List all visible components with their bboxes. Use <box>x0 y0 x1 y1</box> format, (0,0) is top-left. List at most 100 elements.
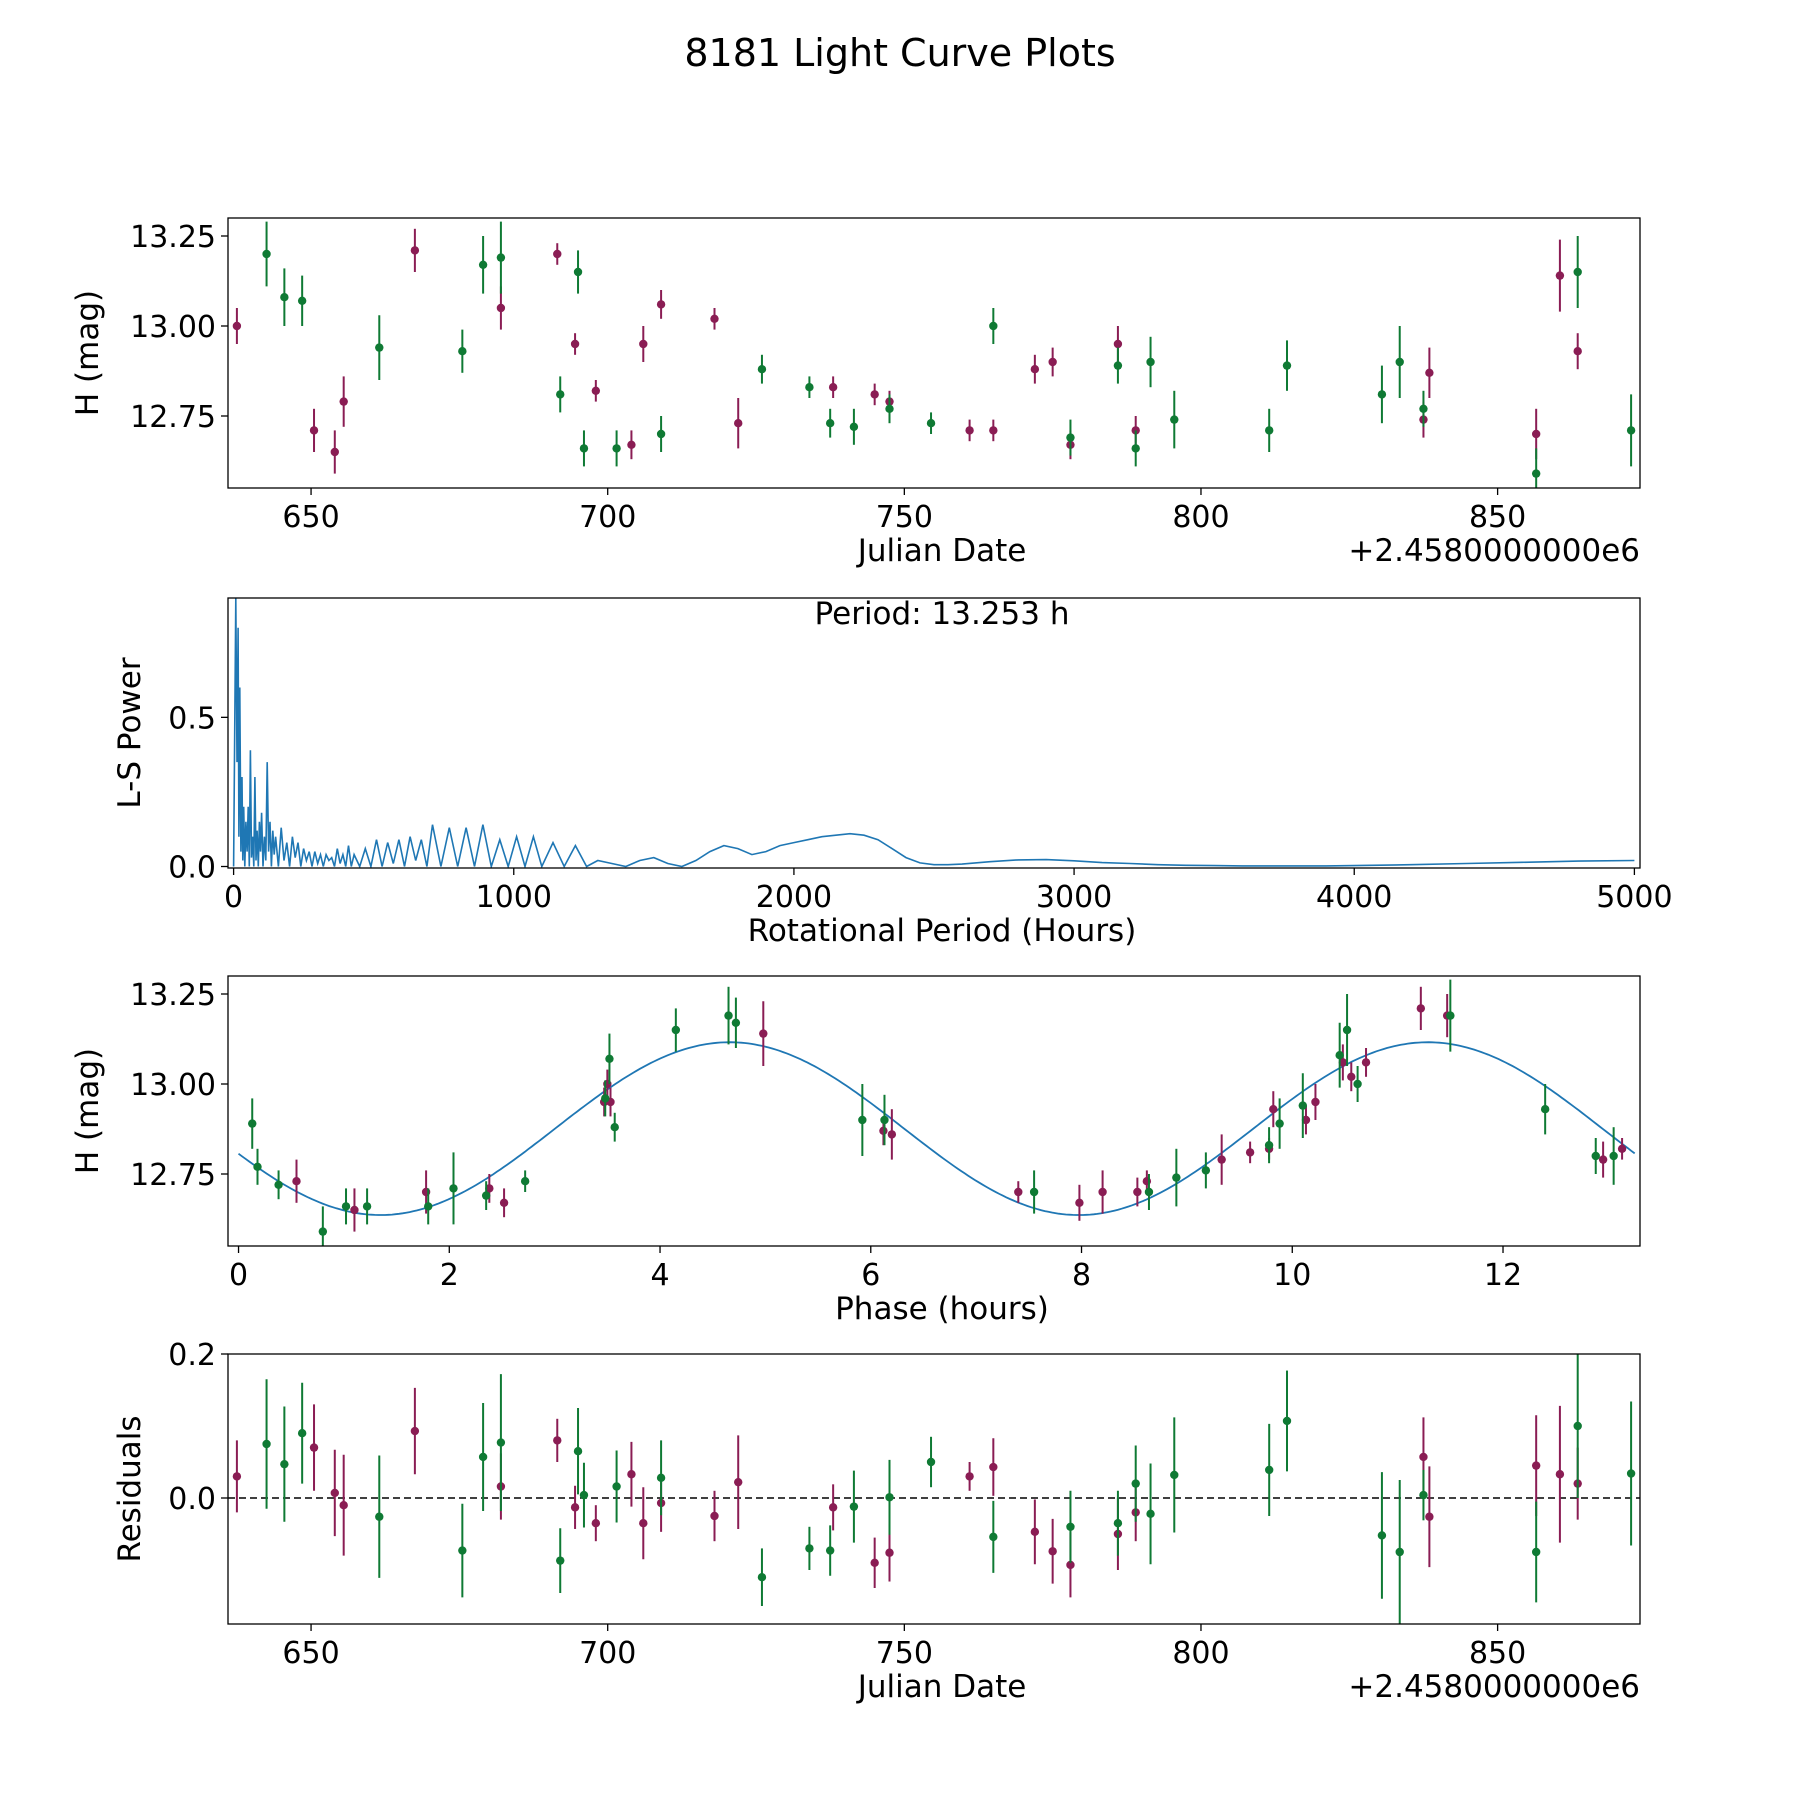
data-point <box>1361 1058 1371 1067</box>
data-point <box>297 296 307 305</box>
data-point <box>280 1459 289 1469</box>
data-point <box>849 1502 859 1511</box>
data-point <box>1338 1058 1348 1067</box>
data-point <box>297 1429 307 1438</box>
x-tick-label: 700 <box>579 500 636 535</box>
data-point <box>1133 1187 1142 1197</box>
data-point <box>612 1482 621 1491</box>
data-point <box>1201 1166 1211 1175</box>
data-point <box>627 440 636 449</box>
x-tick-label: 6 <box>861 1258 880 1293</box>
data-point <box>639 339 648 349</box>
data-point <box>496 253 506 262</box>
data-point <box>989 1532 998 1542</box>
data-point <box>232 1472 242 1481</box>
data-point <box>1531 1461 1541 1470</box>
data-point <box>965 426 974 435</box>
data-point <box>1265 1465 1274 1475</box>
data-point <box>553 249 562 259</box>
data-point <box>1030 365 1040 374</box>
data-point <box>309 426 319 435</box>
x-tick-label: 850 <box>1469 1636 1526 1671</box>
data-point <box>1425 368 1434 377</box>
data-point <box>627 1470 636 1479</box>
residuals-axes-frame <box>227 1353 1641 1625</box>
data-point <box>478 1452 488 1462</box>
data-point <box>339 1501 348 1510</box>
data-point <box>1540 1105 1550 1114</box>
x-tick-label: 10 <box>1273 1258 1311 1293</box>
data-point <box>1555 271 1565 280</box>
data-point <box>570 339 580 349</box>
data-point <box>553 1436 562 1445</box>
data-point <box>1029 1187 1039 1197</box>
data-point <box>880 1115 889 1125</box>
y-tick-label: 0.2 <box>168 1338 216 1373</box>
data-point <box>1377 1531 1387 1540</box>
data-point <box>499 1198 509 1208</box>
data-point <box>965 1472 974 1481</box>
x-offset-label: +2.4580000000e6 <box>1348 533 1640 569</box>
data-point <box>828 383 838 392</box>
data-point <box>757 365 767 374</box>
data-point <box>1264 1141 1274 1150</box>
data-point <box>253 1162 262 1172</box>
data-point <box>610 1123 619 1132</box>
x-tick-label: 5000 <box>1596 880 1672 915</box>
x-tick-label: 750 <box>876 500 933 535</box>
x-axis-label: Julian Date <box>856 533 1027 569</box>
data-point <box>556 1556 565 1565</box>
y-tick-label: 12.75 <box>130 1158 216 1193</box>
data-point <box>858 1115 867 1125</box>
phased-light-curve-panel: 0 2 4 6 8 10 12 12.75 13.00 13.25 Phase (hours) H (… <box>70 975 1641 1327</box>
data-point <box>1342 1025 1352 1035</box>
data-point <box>757 1573 767 1582</box>
data-point <box>330 447 339 457</box>
x-tick-label: 1000 <box>476 880 552 915</box>
x-axis-label: Rotational Period (Hours) <box>748 913 1137 949</box>
data-point <box>1014 1187 1023 1197</box>
x-tick-label: 800 <box>1172 1636 1229 1671</box>
x-axis-label: Phase (hours) <box>835 1291 1049 1327</box>
data-point <box>330 1488 339 1498</box>
x-tick-label: 800 <box>1172 500 1229 535</box>
data-point <box>885 404 894 413</box>
periodogram-plot-area <box>232 598 1635 868</box>
data-point <box>1146 1509 1155 1519</box>
data-point <box>410 1426 420 1436</box>
data-point <box>309 1443 319 1452</box>
data-point <box>280 293 289 302</box>
data-point <box>1626 426 1636 435</box>
data-point <box>879 1126 888 1136</box>
data-point <box>1098 1187 1107 1197</box>
figure-title: 8181 Light Curve Plots <box>684 31 1115 75</box>
data-point <box>828 1503 838 1512</box>
data-point <box>710 314 719 323</box>
y-tick-label: 13.25 <box>130 978 216 1013</box>
data-point <box>1617 1144 1627 1154</box>
data-point <box>262 249 271 259</box>
x-tick-label: 0 <box>229 1258 248 1293</box>
data-point <box>1573 267 1582 277</box>
data-point <box>1298 1101 1308 1110</box>
data-point <box>1282 361 1292 370</box>
data-point <box>1113 339 1123 349</box>
data-point <box>605 1054 614 1064</box>
data-point <box>579 1490 589 1500</box>
y-tick-label: 12.75 <box>130 400 216 435</box>
data-point <box>1146 357 1155 367</box>
data-point <box>1170 1470 1179 1480</box>
lightcurve-panel: 650 700 750 800 850 12.75 13.00 13.25 Julian Dat… <box>70 217 1641 569</box>
data-point <box>1048 1547 1057 1556</box>
x-tick-label: 12 <box>1484 1258 1522 1293</box>
data-point <box>375 1512 384 1521</box>
data-point <box>481 1191 491 1200</box>
data-point <box>805 1544 814 1553</box>
data-point <box>1531 469 1541 478</box>
fit-curve <box>237 1041 1636 1216</box>
x-tick-label: 8 <box>1072 1258 1091 1293</box>
y-tick-label: 13.25 <box>130 220 216 255</box>
y-axis-label: H (mag) <box>70 290 106 416</box>
data-point <box>1419 1452 1428 1462</box>
